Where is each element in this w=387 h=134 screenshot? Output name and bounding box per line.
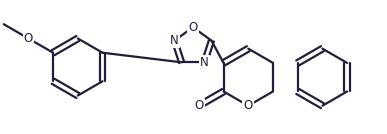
Text: O: O — [244, 99, 253, 112]
Text: N: N — [170, 34, 179, 47]
Text: O: O — [194, 99, 204, 112]
Text: O: O — [188, 21, 198, 34]
Text: N: N — [200, 56, 209, 69]
Text: O: O — [24, 32, 33, 45]
